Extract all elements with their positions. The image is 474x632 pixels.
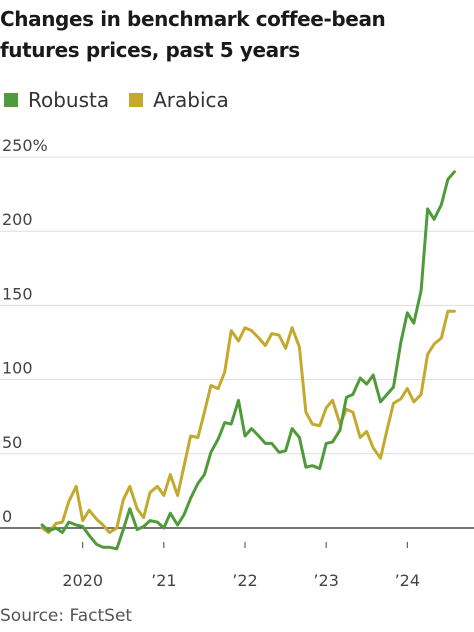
legend-item-arabica: Arabica [129,88,229,112]
x-tick-label: ’24 [395,571,420,590]
x-tick-label: 2020 [62,571,103,590]
series-line-robusta [40,170,456,551]
legend-label-arabica: Arabica [153,88,229,112]
legend-swatch-robusta [4,93,18,107]
gridlines [0,156,474,529]
y-tick-labels: 0 50 100 150 200 250% [2,136,48,526]
chart-title: Changes in benchmark coffee-bean futures… [0,7,386,62]
series-lines [40,170,456,551]
y-tick-label: 100 [2,359,33,378]
y-tick-label: 50 [2,433,22,452]
legend: Robusta Arabica [4,86,249,114]
x-axis: 2020 ’21 ’22 ’23 ’24 [62,542,420,590]
legend-label-robusta: Robusta [28,88,110,112]
series-line-arabica [40,309,456,534]
y-tick-label: 200 [2,210,33,229]
x-tick-label: ’21 [151,571,176,590]
line-chart: 0 50 100 150 200 250% 2020 ’21 ’22 ’23 ’24 [0,136,474,590]
y-tick-label: 150 [2,284,33,303]
source-note: Source: FactSet [0,606,133,626]
legend-item-robusta: Robusta [4,88,109,112]
y-tick-label: 0 [2,507,12,526]
legend-swatch-arabica [129,93,144,107]
x-tick-label: ’23 [313,571,338,590]
y-tick-label: 250% [2,136,48,155]
x-tick-label: ’22 [232,571,257,590]
